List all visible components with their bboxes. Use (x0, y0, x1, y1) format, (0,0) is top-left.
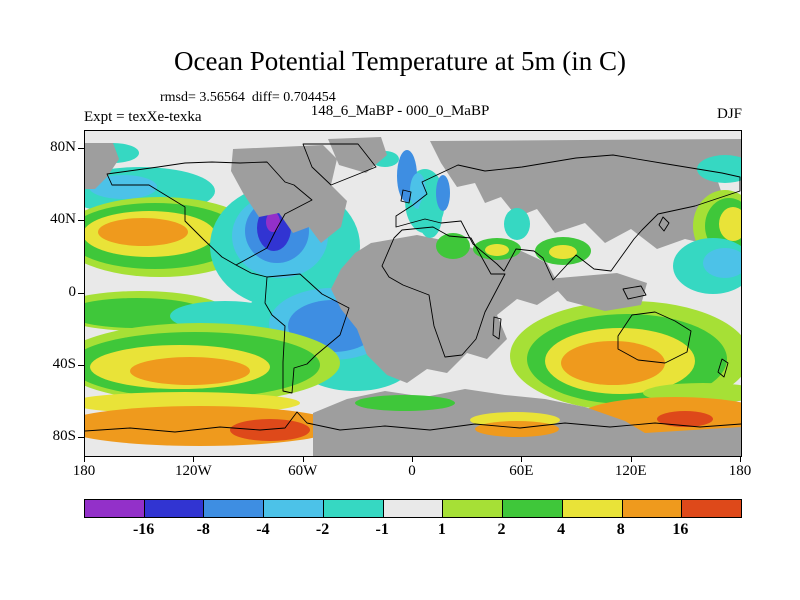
lon-tick-mark (630, 456, 632, 462)
lat-tick-label: 40S (52, 355, 76, 372)
lon-tick-mark (302, 456, 304, 462)
experiment-label: Expt = texXe-texka (84, 109, 202, 125)
coastline-british-isles (400, 189, 412, 204)
season-label: DJF (716, 106, 742, 122)
colorbar-tick-label: -4 (256, 521, 270, 538)
coastline-africa (381, 226, 506, 358)
colorbar (84, 499, 742, 518)
lon-tick-mark (84, 456, 85, 462)
lon-tick-mark (193, 456, 195, 462)
lat-tick-label: 0 (68, 283, 77, 300)
map-frame (84, 130, 742, 457)
lon-tick-label: 120W (174, 463, 212, 479)
colorbar-segment (322, 500, 383, 517)
lon-tick-label: 0 (408, 463, 416, 479)
landmass (547, 273, 647, 311)
lon-tick-mark (412, 456, 413, 462)
world-anomaly-map (85, 131, 741, 456)
coastline-australia (617, 311, 692, 364)
colorbar-segment (681, 500, 742, 517)
anomaly-region (98, 218, 188, 246)
lon-tick-label: 180 (72, 463, 96, 479)
landmass (85, 143, 119, 189)
lat-tick-mark (78, 364, 84, 366)
lat-tick-mark (78, 220, 84, 222)
colorbar-tick-label: -1 (375, 521, 389, 538)
lon-tick-label: 120E (614, 463, 647, 479)
stats-line: rmsd= 3.56564 diff= 0.704454 (160, 90, 336, 105)
coastline-eurasia (395, 154, 741, 281)
comparison-label: 148_6_MaBP - 000_0_MaBP (310, 103, 490, 119)
landmass (231, 145, 347, 243)
coastline-antarctica (85, 411, 741, 433)
lon-tick-label: 60W (288, 463, 318, 479)
sea-anomaly-overlay-layer (355, 150, 741, 437)
anomaly-region (266, 212, 280, 232)
lat-tick-mark (78, 292, 84, 294)
anomaly-region (230, 419, 310, 441)
colorbar-segment (85, 500, 144, 517)
colorbar-segment (621, 500, 682, 517)
colorbar-tick-label: -16 (132, 521, 155, 538)
lon-tick-label: 180 (728, 463, 752, 479)
coastline-south-america (264, 273, 350, 394)
lat-tick-label: 80S (52, 427, 76, 444)
colorbar-segment (263, 500, 323, 517)
coastline-central-america (235, 264, 268, 278)
landmass (328, 137, 387, 173)
anomaly-region (719, 207, 741, 241)
anomaly-region (418, 194, 442, 238)
coastline-new-zealand (717, 358, 729, 378)
coastline-borneo (622, 285, 647, 300)
landmass (331, 235, 561, 383)
anomaly-region (697, 155, 741, 183)
colorbar-segment (561, 500, 622, 517)
anomaly-region (89, 175, 157, 199)
lat-tick-label: 40N (50, 211, 76, 228)
lat-tick-mark (78, 148, 84, 150)
colorbar-segment (382, 500, 443, 517)
anomaly-region (475, 421, 559, 437)
colorbar-tick-label: 8 (616, 521, 625, 538)
anomaly-region (436, 233, 470, 259)
colorbar-segment (442, 500, 503, 517)
lon-tick-label: 60E (509, 463, 534, 479)
colorbar-segment (143, 500, 204, 517)
lat-tick-mark (78, 436, 84, 438)
colorbar-tick-label: -8 (196, 521, 210, 538)
lon-tick-mark (521, 456, 523, 462)
coastline-greenland (302, 143, 377, 186)
colorbar-tick-label: -2 (315, 521, 330, 538)
plot-title: Ocean Potential Temperature at 5m (in C) (174, 46, 626, 76)
anomaly-region (485, 244, 509, 256)
colorbar-tick-label: 2 (497, 521, 506, 538)
colorbar-tick-label: 4 (557, 521, 566, 538)
anomaly-region (504, 208, 530, 240)
landmass (430, 139, 741, 249)
coastline-madagascar (492, 316, 502, 340)
coastline-north-america (106, 161, 313, 266)
colorbar-tick-label: 16 (672, 521, 689, 538)
colorbar-tick-label: 1 (437, 521, 446, 538)
anomaly-region (436, 175, 450, 211)
anomaly-region (130, 357, 250, 385)
anomaly-region (657, 411, 713, 427)
anomaly-region (561, 341, 665, 385)
lat-tick-label: 80N (50, 139, 76, 156)
anomaly-region (355, 395, 455, 411)
colorbar-segment (502, 500, 562, 517)
coastline-japan (658, 216, 670, 232)
anomaly-region (703, 248, 741, 278)
modern-coastline-layer (85, 143, 741, 433)
anomaly-region (549, 245, 577, 259)
colorbar-segment (203, 500, 264, 517)
lon-tick-mark (740, 456, 741, 462)
